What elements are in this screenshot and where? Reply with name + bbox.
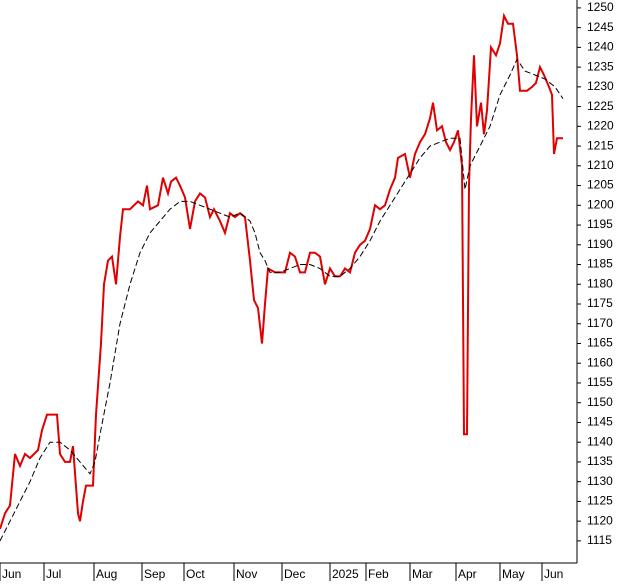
y-tick-label: 1145 xyxy=(587,415,613,429)
y-tick-label: 1190 xyxy=(587,237,613,251)
x-tick-label: Jun xyxy=(2,567,21,581)
y-tick-label: 1245 xyxy=(587,20,614,34)
y-tick-label: 1240 xyxy=(587,40,614,54)
x-tick-label: May xyxy=(502,567,525,581)
x-tick-label: 2025 xyxy=(332,567,359,581)
y-tick-label: 1230 xyxy=(587,79,614,93)
x-tick-label: Nov xyxy=(236,567,257,581)
y-tick-label: 1235 xyxy=(587,59,614,73)
y-tick-label: 1150 xyxy=(587,395,613,409)
x-tick-label: Mar xyxy=(412,567,433,581)
line-series xyxy=(0,58,564,542)
y-tick-label: 1175 xyxy=(587,296,613,310)
x-tick-label: Apr xyxy=(458,567,477,581)
y-tick-label: 1200 xyxy=(587,197,614,211)
x-tick-label: Oct xyxy=(186,567,205,581)
x-tick-label: Aug xyxy=(96,567,117,581)
y-tick-label: 1130 xyxy=(587,474,613,488)
y-tick-label: 1170 xyxy=(587,316,613,330)
y-tick-label: 1250 xyxy=(587,0,614,14)
y-tick-label: 1205 xyxy=(587,178,614,192)
y-tick-label: 1215 xyxy=(587,138,614,152)
y-tick-label: 1185 xyxy=(587,257,613,271)
y-tick-label: 1135 xyxy=(587,454,613,468)
x-tick-label: Jun xyxy=(544,567,563,581)
y-tick-label: 1210 xyxy=(587,158,614,172)
y-tick-label: 1115 xyxy=(587,533,612,547)
y-tick-label: 1125 xyxy=(587,494,613,508)
x-tick-label: Feb xyxy=(368,567,389,581)
y-tick-label: 1180 xyxy=(587,276,613,290)
y-tick-label: 1160 xyxy=(587,355,613,369)
y-tick-label: 1195 xyxy=(587,217,613,231)
x-tick-label: Dec xyxy=(284,567,305,581)
y-tick-label: 1165 xyxy=(587,336,613,350)
y-tick-label: 1120 xyxy=(587,513,613,527)
y-tick-label: 1155 xyxy=(587,375,613,389)
x-tick-label: Sep xyxy=(144,567,166,581)
line-series xyxy=(0,12,563,530)
x-tick-label: Jul xyxy=(46,567,61,581)
y-tick-label: 1220 xyxy=(587,119,614,133)
y-tick-label: 1140 xyxy=(587,434,613,448)
y-tick-label: 1225 xyxy=(587,99,614,113)
